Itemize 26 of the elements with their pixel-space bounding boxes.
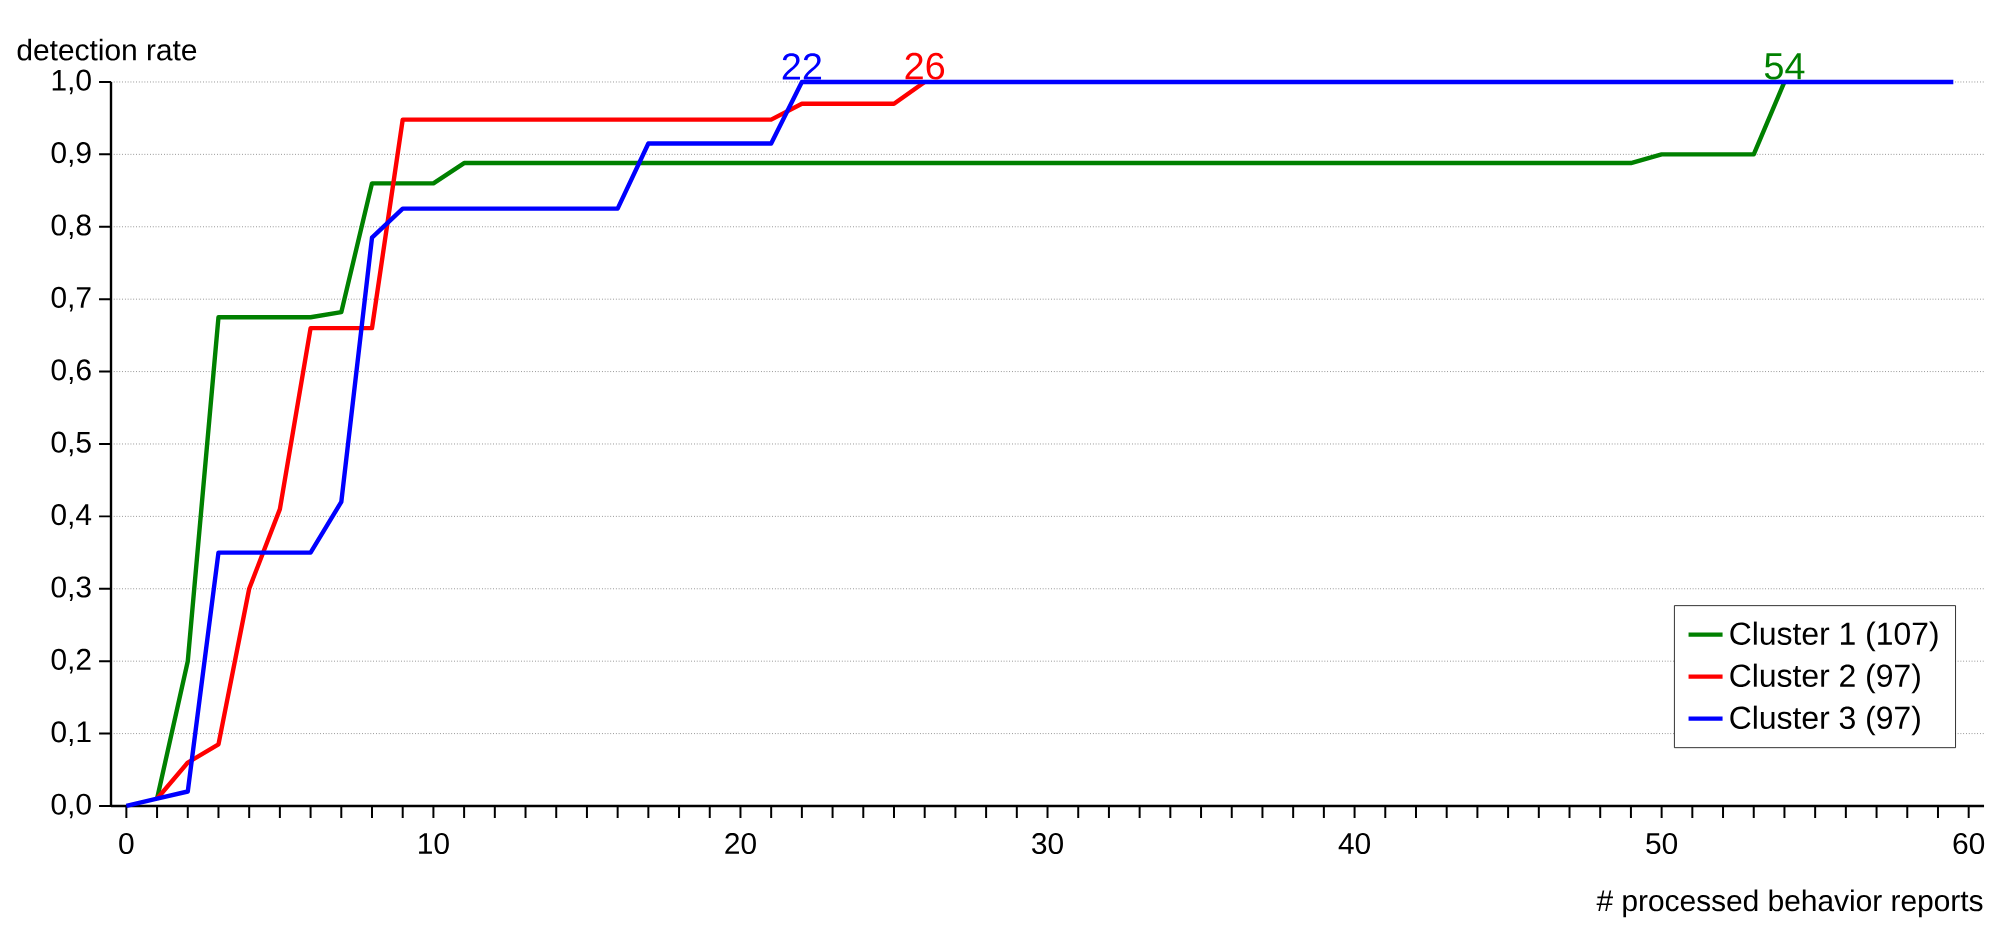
- y-tick-label: 0,3: [51, 576, 91, 602]
- y-tick-label: 0,2: [51, 648, 91, 674]
- y-tick-label: 0,6: [51, 359, 91, 384]
- y-tick-label: 0,9: [51, 142, 91, 167]
- x-axis-title: # processed behavior reports: [1596, 889, 1983, 918]
- y-tick-label: 0,8: [51, 214, 91, 240]
- annotation: 22: [782, 53, 822, 80]
- x-tick-label: 20: [725, 832, 756, 855]
- annotation: 26: [905, 52, 945, 80]
- legend-label: Cluster 2 (97): [1730, 663, 1920, 694]
- x-tick-label: 0: [119, 832, 134, 855]
- y-tick-label: 0,1: [51, 721, 91, 746]
- x-tick-label: 30: [1032, 832, 1063, 855]
- x-tick-label: 40: [1338, 832, 1371, 855]
- y-axis-title: detection rate: [17, 38, 197, 61]
- y-tick-label: 0,5: [51, 431, 91, 457]
- y-tick-label: 0,4: [51, 504, 92, 529]
- y-tick-label: 1,0: [52, 69, 91, 95]
- y-tick-label: 0,0: [51, 793, 91, 819]
- legend-label: Cluster 1 (107): [1730, 621, 1938, 652]
- x-tick-label: 50: [1646, 832, 1678, 855]
- x-tick-label: 60: [1953, 832, 1985, 855]
- x-tick-label: 10: [419, 832, 449, 855]
- annotation: 54: [1764, 53, 1805, 80]
- legend-label: Cluster 3 (97): [1730, 705, 1920, 736]
- y-tick-label: 0,7: [51, 286, 91, 312]
